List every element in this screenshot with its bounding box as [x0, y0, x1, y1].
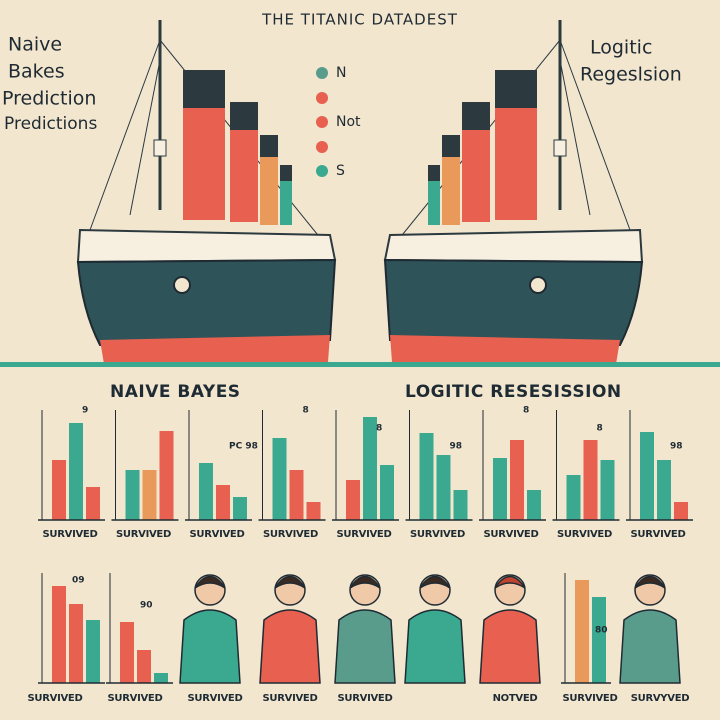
bar-label: SURVIVED	[28, 693, 83, 704]
bar	[159, 431, 174, 520]
bar-label: NOTVED	[493, 693, 538, 704]
right-label: Regeslsion	[580, 64, 682, 86]
bar-label: SURVIVED	[43, 529, 98, 540]
title: THE TITANIC DATADEST	[261, 11, 458, 29]
left-label: Naive	[8, 34, 62, 56]
bar-note: 90	[140, 601, 153, 611]
bar-label: SURVYVED	[631, 693, 689, 704]
bar-note: PC 98	[229, 442, 258, 452]
section-title: NAIVE BAYES	[110, 382, 241, 402]
bar-label: SURVIVED	[563, 693, 618, 704]
bar	[566, 475, 581, 520]
bar	[125, 470, 140, 520]
bar	[154, 673, 168, 683]
left-label: Prediction	[2, 88, 96, 110]
bar	[120, 622, 134, 683]
bar	[233, 497, 247, 520]
bar	[69, 604, 83, 683]
bar-label: SURVIVED	[337, 529, 392, 540]
bar-note: 9	[82, 406, 88, 416]
bar	[493, 458, 507, 520]
bar	[674, 502, 688, 520]
bar	[69, 423, 83, 520]
person-hair	[349, 575, 381, 589]
bar	[600, 460, 615, 520]
bar-label: SURVIVED	[190, 529, 245, 540]
bar	[86, 620, 100, 683]
bar-note: 8	[303, 406, 309, 416]
bar	[86, 487, 100, 520]
bar	[363, 417, 377, 520]
left-label: Predictions	[4, 114, 97, 134]
right-label: Logitic	[590, 37, 652, 59]
bar-label: SURVIVED	[631, 529, 686, 540]
legend-dot	[316, 165, 328, 177]
bar	[453, 490, 468, 520]
bar-label: SURVIVED	[338, 693, 393, 704]
bar-label: SURVIVED	[263, 529, 318, 540]
bar	[510, 440, 524, 520]
bar	[419, 433, 434, 520]
person-hair	[419, 575, 451, 589]
bar-note: 8	[597, 424, 603, 434]
bar-label: SURVIVED	[557, 529, 612, 540]
water-line	[0, 362, 720, 367]
bar	[583, 440, 598, 520]
bar	[306, 502, 321, 520]
person-hair	[494, 575, 526, 589]
legend-dot	[316, 92, 328, 104]
person-body	[619, 609, 681, 684]
person-body	[479, 609, 541, 684]
bar-note: 80	[595, 626, 608, 636]
section-title: LOGITIC RESESISSION	[405, 382, 622, 402]
bar	[527, 490, 541, 520]
bar-label: SURVIVED	[484, 529, 539, 540]
bar	[52, 586, 66, 683]
bar-note: 98	[670, 442, 683, 452]
bar	[592, 597, 606, 683]
bar-label: SURVIVED	[410, 529, 465, 540]
bar-note: 98	[450, 442, 463, 452]
ship-left	[76, 18, 337, 366]
bar	[52, 460, 66, 520]
bar	[142, 470, 157, 520]
person-body	[179, 609, 241, 684]
bar	[289, 470, 304, 520]
bar-label: SURVIVED	[108, 693, 163, 704]
legend-label: Not	[336, 114, 361, 130]
left-label: Bakes	[8, 61, 65, 83]
legend-dot	[316, 116, 328, 128]
bar	[137, 650, 151, 683]
bar-label: SURVIVED	[188, 693, 243, 704]
people	[179, 574, 681, 684]
bar	[346, 480, 360, 520]
person-body	[404, 609, 466, 684]
bar-note: 09	[72, 576, 85, 586]
bar	[380, 465, 394, 520]
bar	[216, 485, 230, 520]
person-hair	[274, 575, 306, 589]
bar	[575, 580, 589, 683]
bar-note: 8	[523, 406, 529, 416]
legend-label: N	[336, 65, 346, 81]
bar-label: SURVIVED	[263, 693, 318, 704]
bar	[199, 463, 213, 520]
legend-label: S	[336, 163, 345, 179]
person-body	[259, 609, 321, 684]
bar-label: SURVIVED	[116, 529, 171, 540]
bar	[436, 455, 451, 520]
bar-note: 8	[376, 424, 382, 434]
bar	[657, 460, 671, 520]
legend-dot	[316, 67, 328, 79]
person-hair	[194, 575, 226, 589]
person-hair	[634, 575, 666, 589]
person-body	[334, 609, 396, 684]
bar	[272, 438, 287, 520]
legend-dot	[316, 141, 328, 153]
bar	[640, 432, 654, 520]
